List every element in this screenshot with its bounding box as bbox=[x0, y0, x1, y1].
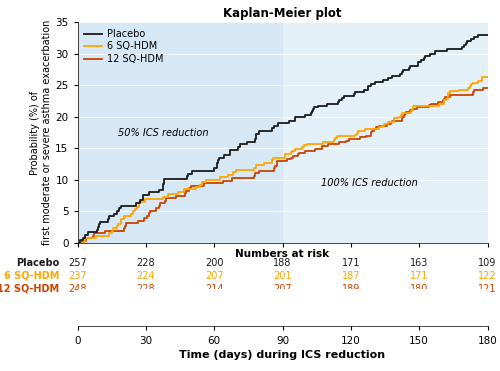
Text: 187: 187 bbox=[342, 271, 360, 281]
Text: 163: 163 bbox=[410, 258, 428, 268]
Text: 109: 109 bbox=[478, 258, 496, 268]
Text: 237: 237 bbox=[68, 271, 87, 281]
Title: Kaplan-Meier plot: Kaplan-Meier plot bbox=[223, 7, 342, 20]
Text: 228: 228 bbox=[136, 283, 155, 293]
Text: 12 SQ-HDM: 12 SQ-HDM bbox=[0, 283, 60, 293]
Text: 189: 189 bbox=[342, 283, 360, 293]
Legend: Placebo, 6 SQ-HDM, 12 SQ-HDM: Placebo, 6 SQ-HDM, 12 SQ-HDM bbox=[80, 25, 167, 68]
Text: 207: 207 bbox=[205, 271, 224, 281]
Text: Placebo: Placebo bbox=[16, 258, 60, 268]
Text: 122: 122 bbox=[478, 271, 497, 281]
Y-axis label: Probability (%) of
first moderate or severe asthma exacerbation: Probability (%) of first moderate or sev… bbox=[30, 20, 52, 245]
Text: 228: 228 bbox=[136, 258, 155, 268]
Text: 171: 171 bbox=[410, 271, 428, 281]
Text: Numbers at risk: Numbers at risk bbox=[236, 249, 330, 259]
Text: 100% ICS reduction: 100% ICS reduction bbox=[320, 178, 418, 188]
Text: 180: 180 bbox=[410, 283, 428, 293]
Text: 248: 248 bbox=[68, 283, 87, 293]
Text: 188: 188 bbox=[274, 258, 291, 268]
Text: 257: 257 bbox=[68, 258, 87, 268]
Text: 200: 200 bbox=[205, 258, 224, 268]
Text: 201: 201 bbox=[273, 271, 292, 281]
Text: 207: 207 bbox=[273, 283, 292, 293]
Text: 6 SQ-HDM: 6 SQ-HDM bbox=[4, 271, 59, 281]
Text: 50% ICS reduction: 50% ICS reduction bbox=[118, 128, 209, 138]
Text: 121: 121 bbox=[478, 283, 497, 293]
X-axis label: Time (days) during ICS reduction: Time (days) during ICS reduction bbox=[180, 350, 386, 359]
Bar bbox=[78, 22, 282, 243]
Text: 214: 214 bbox=[205, 283, 224, 293]
Text: 171: 171 bbox=[342, 258, 360, 268]
Text: 224: 224 bbox=[136, 271, 155, 281]
